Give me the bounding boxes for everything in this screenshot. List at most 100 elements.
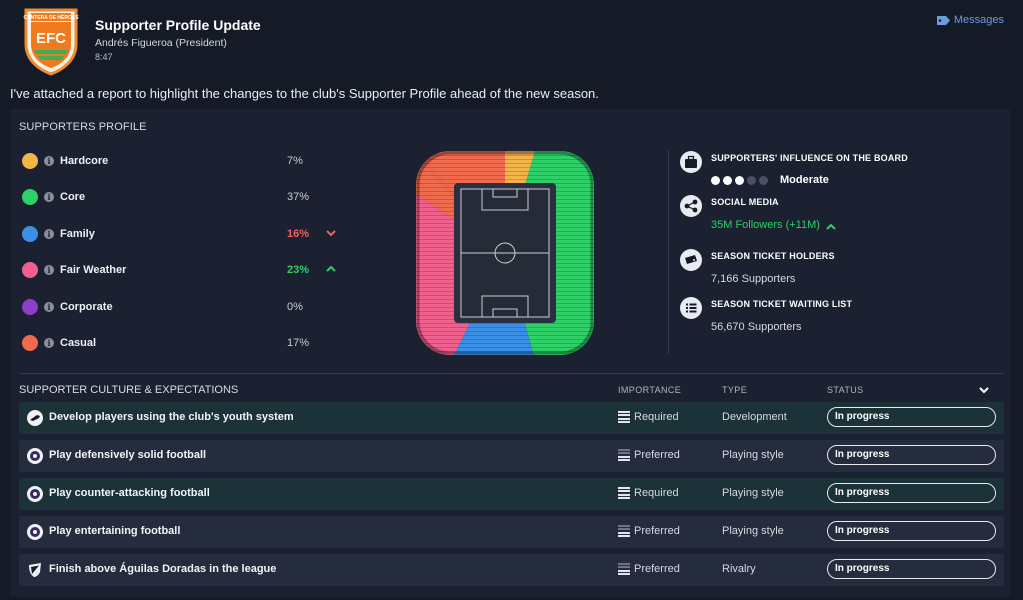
- ball-icon: [27, 524, 43, 540]
- segment-percent: 0%: [287, 301, 303, 313]
- importance-cell: Required: [618, 487, 679, 499]
- influence-dot: [723, 176, 732, 185]
- influence-title: SUPPORTERS' INFLUENCE ON THE BOARD: [711, 153, 908, 163]
- list-icon: [680, 297, 702, 319]
- col-importance[interactable]: IMPORTANCE: [618, 385, 682, 395]
- status-badge: In progress: [827, 521, 996, 541]
- importance-label: Preferred: [634, 525, 680, 537]
- importance-bars-icon: [618, 411, 630, 423]
- segment-label: Corporate: [60, 301, 113, 313]
- segment-row: i Hardcore 7%: [22, 151, 332, 171]
- svg-text:EFC: EFC: [36, 30, 66, 47]
- tag-icon: [936, 15, 950, 25]
- influence-rating: [711, 174, 768, 185]
- importance-bars-icon: [618, 487, 630, 499]
- info-icon[interactable]: i: [44, 265, 54, 275]
- importance-bars-icon: [618, 563, 630, 575]
- segment-row: i Casual 17%: [22, 333, 332, 353]
- importance-label: Required: [634, 487, 679, 499]
- importance-cell: Preferred: [618, 525, 680, 537]
- segment-color-dot: [22, 226, 38, 242]
- importance-cell: Preferred: [618, 449, 680, 461]
- pitch: [460, 188, 550, 318]
- segment-color-dot: [22, 262, 38, 278]
- segment-label: Casual: [60, 337, 97, 349]
- segment-label: Fair Weather: [60, 264, 127, 276]
- trend-up-icon: [326, 265, 336, 272]
- segment-row: i Fair Weather 23%: [22, 260, 336, 280]
- influence-dot: [735, 176, 744, 185]
- expectation-name: Play counter-attacking football: [49, 487, 210, 499]
- influence-dot: [711, 176, 720, 185]
- segment-label: Family: [60, 228, 95, 240]
- expectation-name: Play defensively solid football: [49, 449, 207, 461]
- segment-percent: 37%: [287, 191, 310, 203]
- info-icon[interactable]: i: [44, 302, 54, 312]
- influence-dot: [759, 176, 768, 185]
- info-icon[interactable]: i: [44, 156, 54, 166]
- club-crest-icon: CANTERA DE HÉROES EFC: [23, 8, 79, 76]
- season-ticket-title: SEASON TICKET HOLDERS: [711, 251, 835, 261]
- social-network-icon: [680, 195, 702, 217]
- importance-cell: Preferred: [618, 563, 680, 575]
- social-value: 35M Followers (+11M): [711, 219, 820, 231]
- type-cell: Playing style: [722, 487, 784, 499]
- importance-label: Preferred: [634, 449, 680, 461]
- segment-row: i Core 37%: [22, 187, 332, 207]
- influence-dot: [747, 176, 756, 185]
- segment-label: Core: [60, 191, 86, 203]
- table-row[interactable]: Play entertaining football Preferred Playi…: [19, 516, 1004, 548]
- type-cell: Playing style: [722, 449, 784, 461]
- supporters-profile-title: SUPPORTERS PROFILE: [19, 121, 147, 133]
- stadium-diagram: [416, 151, 594, 355]
- importance-label: Required: [634, 411, 679, 423]
- segment-percent: 23%: [287, 264, 310, 276]
- info-icon[interactable]: i: [44, 192, 54, 202]
- season-ticket-waiting-list: SEASON TICKET WAITING LIST 56,670 Suppor…: [680, 297, 1010, 337]
- message-title: Supporter Profile Update: [95, 17, 261, 33]
- messages-label[interactable]: Messages: [953, 14, 1004, 26]
- table-row[interactable]: Play defensively solid football Preferred…: [19, 440, 1004, 472]
- messages-link[interactable]: Messages: [936, 14, 1004, 26]
- season-ticket-holders: SEASON TICKET HOLDERS 7,166 Supporters: [680, 249, 1010, 289]
- table-row[interactable]: Play counter-attacking football Required P…: [19, 478, 1004, 510]
- expectation-name: Play entertaining football: [49, 525, 181, 537]
- segment-row: i Corporate 0%: [22, 297, 332, 317]
- status-badge: In progress: [827, 407, 996, 427]
- expectation-name: Finish above Águilas Doradas in the leag…: [49, 563, 277, 575]
- table-row[interactable]: Develop players using the club's youth s…: [19, 402, 1004, 434]
- status-badge: In progress: [827, 483, 996, 503]
- importance-bars-icon: [618, 449, 630, 461]
- svg-text:CANTERA DE HÉROES: CANTERA DE HÉROES: [23, 13, 79, 21]
- social-title: SOCIAL MEDIA: [711, 197, 779, 207]
- segment-percent: 7%: [287, 155, 303, 167]
- type-cell: Playing style: [722, 525, 784, 537]
- segment-label: Hardcore: [60, 155, 109, 167]
- chevron-down-icon[interactable]: [979, 386, 989, 394]
- status-badge: In progress: [827, 559, 996, 579]
- boot-icon: [27, 410, 43, 426]
- segment-percent: 17%: [287, 337, 310, 349]
- segment-percent: 16%: [287, 228, 310, 240]
- ticket-icon: [680, 249, 702, 271]
- col-type[interactable]: TYPE: [722, 385, 748, 395]
- message-intro: I've attached a report to highlight the …: [10, 86, 599, 101]
- info-icon[interactable]: i: [44, 338, 54, 348]
- segment-row: i Family 16%: [22, 224, 336, 244]
- ball-icon: [27, 448, 43, 464]
- segment-color-dot: [22, 153, 38, 169]
- message-time: 8:47: [95, 52, 113, 62]
- briefcase-icon: [680, 151, 702, 173]
- shield-icon: [29, 563, 41, 577]
- importance-cell: Required: [618, 411, 679, 423]
- table-row[interactable]: Finish above Águilas Doradas in the leag…: [19, 554, 1004, 586]
- importance-bars-icon: [618, 525, 630, 537]
- season-ticket-value: 7,166 Supporters: [711, 273, 796, 285]
- importance-label: Preferred: [634, 563, 680, 575]
- expectation-name: Develop players using the club's youth s…: [49, 411, 294, 423]
- profile-divider: [668, 150, 669, 354]
- col-status[interactable]: STATUS: [827, 385, 864, 395]
- segment-color-dot: [22, 189, 38, 205]
- info-icon[interactable]: i: [44, 229, 54, 239]
- message-sender: Andrés Figueroa (President): [95, 37, 227, 49]
